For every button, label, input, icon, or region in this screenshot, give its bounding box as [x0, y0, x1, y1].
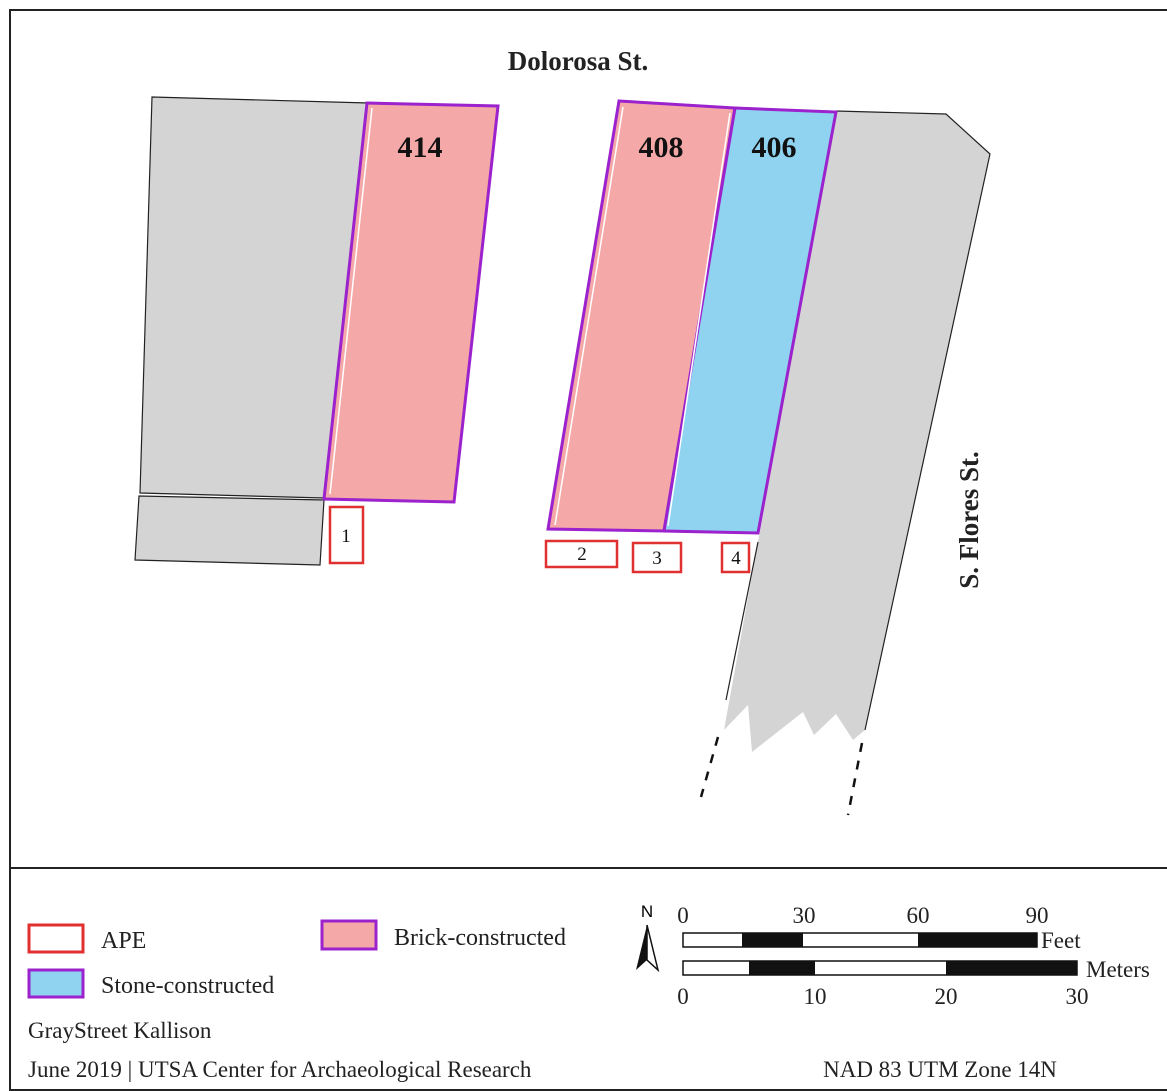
scale-meters-tick-10: 10 [804, 984, 827, 1009]
legend-swatch-ape [29, 925, 83, 952]
ape-label-4: 4 [731, 548, 741, 569]
scale-feet-unit: Feet [1041, 928, 1081, 953]
street-label-s-flores: S. Flores St. [954, 451, 984, 589]
north-arrow-label: N [641, 902, 653, 921]
credit-project: GrayStreet Kallison [28, 1018, 212, 1043]
scale-meters-tick-0: 0 [677, 984, 689, 1009]
legend-label-stone: Stone-constructed [101, 973, 274, 999]
scale-meters-tick-20: 20 [935, 984, 958, 1009]
credit-date-org: June 2019 | UTSA Center for Archaeologic… [28, 1057, 532, 1082]
street-label-dolorosa: Dolorosa St. [508, 46, 649, 76]
ape-label-3: 3 [652, 548, 662, 569]
legend-label-ape: APE [101, 928, 146, 954]
ape-area-1[interactable]: 1 [330, 507, 363, 563]
legend-label-brick: Brick-constructed [394, 925, 566, 951]
building-number-406: 406 [752, 131, 797, 164]
scale-feet-tick-60: 60 [907, 903, 930, 928]
ape-label-1: 1 [341, 526, 351, 547]
ape-area-2[interactable]: 2 [546, 541, 617, 567]
scale-meters-tick-30: 30 [1066, 984, 1089, 1009]
legend-item-stone: Stone-constructed [29, 970, 274, 999]
scale-meters-unit: Meters [1086, 957, 1150, 982]
legend-swatch-brick [322, 921, 376, 949]
scale-feet-tick-90: 90 [1026, 903, 1049, 928]
building-number-414: 414 [398, 131, 443, 164]
legend-item-brick: Brick-constructed [322, 921, 566, 951]
ape-area-3[interactable]: 3 [633, 543, 681, 572]
parcel-southwest-gray [135, 496, 324, 565]
credit-projection: NAD 83 UTM Zone 14N [823, 1057, 1057, 1082]
ape-area-4[interactable]: 4 [722, 543, 749, 572]
scale-bar-feet [683, 933, 1037, 947]
scale-feet-tick-30: 30 [793, 903, 816, 928]
ape-label-2: 2 [577, 544, 587, 565]
scale-bar-meters [683, 961, 1077, 975]
scale-feet-tick-0: 0 [677, 903, 689, 928]
legend-swatch-stone [29, 970, 83, 997]
building-number-408: 408 [639, 131, 684, 164]
